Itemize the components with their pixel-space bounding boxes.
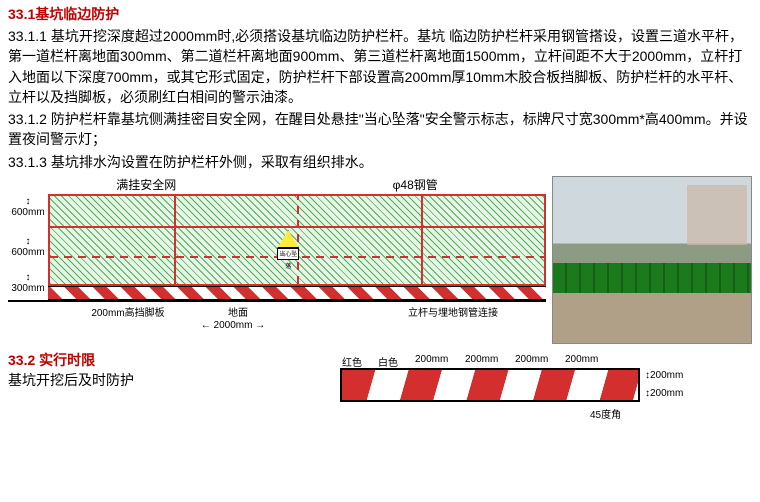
paragraph-3: 33.1.3 基坑排水沟设置在防护栏杆外侧，采取有组织排水。 (0, 152, 760, 174)
label-white: 白色 (378, 354, 398, 369)
label-ground: 地面 (208, 304, 268, 319)
dim-2000: ← 2000mm → (158, 320, 308, 331)
dim-200-4: 200mm (565, 354, 598, 365)
dim-200-3: 200mm (515, 354, 548, 365)
label-net: 满挂安全网 (116, 176, 176, 193)
dim-200-2: 200mm (465, 354, 498, 365)
label-pipe: φ48钢管 (393, 176, 438, 193)
dim-300: ↕300mm (10, 272, 46, 294)
warning-sign-icon: 当心坠落 (277, 230, 299, 260)
ground-line (8, 300, 546, 302)
fence-body: 当心坠落 (48, 194, 546, 286)
section-title: 33.1基坑临边防护 (0, 0, 760, 26)
paragraph-1: 33.1.1 基坑开挖深度超过2000mm时,必须搭设基坑临边防护栏杆。基坑 临… (0, 26, 760, 109)
section2-title: 33.2 实行时限 (8, 350, 208, 370)
label-post: 立杆与埋地钢管连接 (378, 304, 528, 319)
dim-600a: ↕600mm (10, 196, 46, 218)
stripe-diagram: 红色 白色 200mm 200mm 200mm 200mm ↕200mm ↕20… (280, 348, 690, 426)
dim-200-v2: ↕200mm (645, 388, 683, 399)
kickboard (48, 286, 546, 300)
fence-diagram: 满挂安全网 φ48钢管 当心坠落 ↕600mm ↕600mm ↕300mm (8, 176, 546, 346)
label-red: 红色 (342, 354, 362, 369)
site-photo (552, 176, 752, 344)
paragraph-2: 33.1.2 防护栏杆靠基坑侧满挂密目安全网，在醒目处悬挂"当心坠落"安全警示标… (0, 109, 760, 152)
dim-angle: 45度角 (590, 406, 621, 421)
section2-body: 基坑开挖后及时防护 (8, 370, 208, 390)
dim-200-1: 200mm (415, 354, 448, 365)
dim-600b: ↕600mm (10, 236, 46, 258)
dim-200-v1: ↕200mm (645, 370, 683, 381)
label-kick: 200mm高挡脚板 (68, 304, 188, 319)
